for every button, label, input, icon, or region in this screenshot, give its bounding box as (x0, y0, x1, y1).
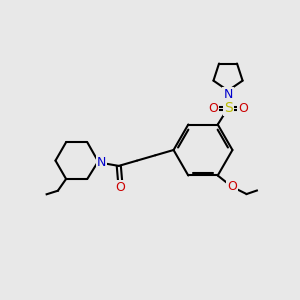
Text: S: S (224, 101, 233, 115)
Text: N: N (97, 157, 106, 169)
Text: O: O (115, 181, 125, 194)
Text: O: O (208, 102, 218, 115)
Text: N: N (223, 88, 233, 101)
Text: O: O (238, 102, 248, 115)
Text: O: O (227, 180, 237, 193)
